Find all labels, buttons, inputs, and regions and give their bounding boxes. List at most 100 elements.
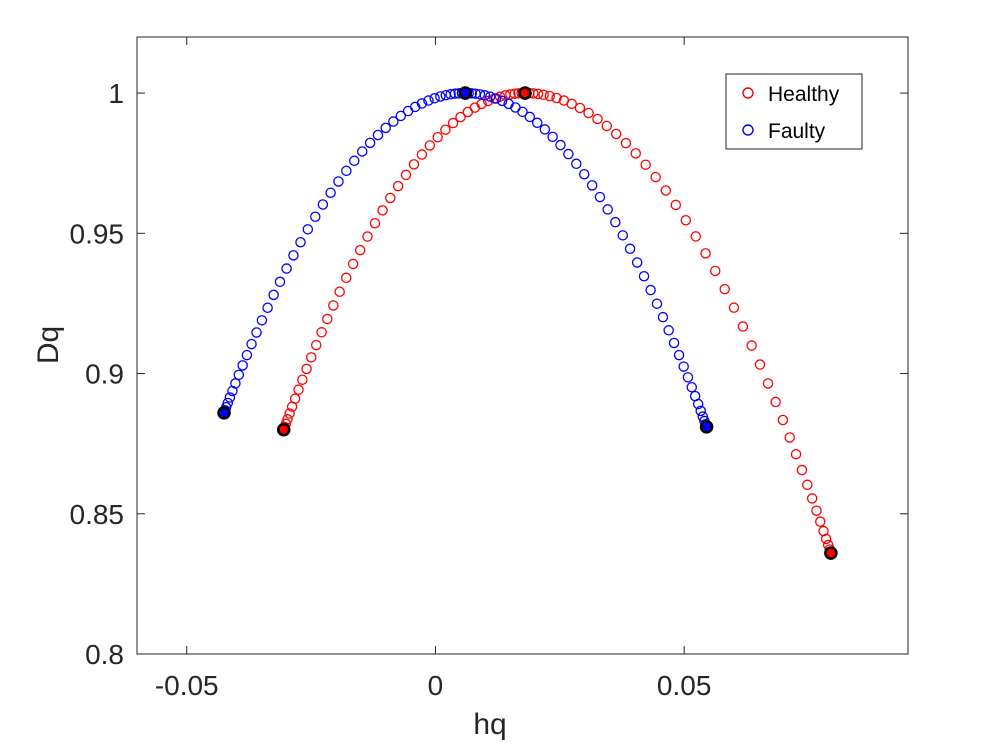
x-axis-label: hq <box>473 708 506 741</box>
legend-label-healthy: Healthy <box>768 83 840 106</box>
data-point <box>293 384 304 395</box>
data-point <box>380 122 391 134</box>
tick-labels: -0.05 0 0.05 0.8 0.85 0.9 0.95 1 <box>70 78 712 701</box>
data-point <box>356 146 368 157</box>
data-point <box>544 90 556 102</box>
data-point <box>754 359 766 370</box>
data-point <box>555 139 566 151</box>
data-point <box>388 116 399 127</box>
data-point <box>416 98 428 109</box>
data-point <box>423 95 434 106</box>
data-point <box>341 272 352 284</box>
data-point <box>594 191 606 203</box>
data-point <box>579 168 590 180</box>
data-point <box>678 361 689 372</box>
data-point <box>377 205 388 216</box>
highlight-healthy <box>276 86 838 560</box>
data-point <box>429 93 440 104</box>
highlighted-point <box>824 546 838 560</box>
data-point <box>538 89 549 101</box>
data-point <box>770 396 781 408</box>
data-point <box>566 98 577 110</box>
data-point <box>762 378 774 389</box>
data-point <box>316 327 327 338</box>
highlighted-point <box>699 420 714 434</box>
data-point <box>347 258 359 270</box>
plot-frame <box>136 36 909 655</box>
data-point <box>301 363 312 375</box>
data-point <box>302 224 314 235</box>
data-point <box>602 204 613 215</box>
data-point <box>295 237 306 248</box>
data-point <box>282 414 293 425</box>
x-tick-label: -0.05 <box>155 670 219 701</box>
data-point <box>802 479 813 491</box>
legend-marker-faulty <box>742 124 754 136</box>
y-tick-label: 1 <box>108 78 124 109</box>
data-point <box>811 505 822 516</box>
data-point <box>392 180 404 192</box>
data-point <box>631 257 643 268</box>
data-point <box>551 92 562 104</box>
data-point <box>668 337 680 349</box>
data-point <box>445 89 456 100</box>
data-point <box>284 408 295 419</box>
data-point <box>617 230 629 241</box>
data-point <box>586 180 598 191</box>
data-point <box>274 276 286 288</box>
data-point <box>670 199 682 211</box>
data-point <box>424 140 436 151</box>
data-point <box>496 95 508 107</box>
data-point <box>224 392 236 403</box>
data-point <box>289 393 301 404</box>
data-point <box>322 313 333 325</box>
data-point <box>692 398 704 410</box>
data-point <box>288 250 299 261</box>
data-point <box>524 111 536 123</box>
x-tick-label: 0.05 <box>657 670 712 701</box>
data-point <box>408 159 420 170</box>
data-point <box>310 211 321 222</box>
data-point <box>571 158 582 170</box>
data-point <box>630 148 641 159</box>
highlighted-point <box>217 406 231 420</box>
y-tick-label: 0.9 <box>85 359 124 390</box>
data-point <box>737 321 749 332</box>
data-point <box>447 117 459 129</box>
data-point <box>820 533 832 545</box>
data-point <box>490 93 502 104</box>
data-point <box>695 405 706 417</box>
data-point <box>574 102 586 114</box>
data-point <box>651 298 663 309</box>
data-point <box>251 327 262 338</box>
data-point <box>517 106 528 118</box>
data-point <box>409 101 421 113</box>
data-point <box>592 113 603 125</box>
data-point <box>620 137 632 149</box>
x-tick-label: 0 <box>428 670 444 701</box>
data-point <box>532 88 544 100</box>
series-layer <box>217 86 838 560</box>
data-point <box>416 149 428 160</box>
data-point <box>479 90 491 101</box>
data-point <box>334 286 345 297</box>
data-point <box>728 302 740 313</box>
data-point <box>638 271 650 282</box>
data-point <box>563 148 574 160</box>
data-point <box>297 374 308 385</box>
data-point <box>815 516 826 527</box>
data-point <box>432 131 443 143</box>
data-point <box>400 169 412 181</box>
data-point <box>700 248 711 259</box>
data-point <box>385 192 396 204</box>
data-point <box>539 124 551 135</box>
data-point <box>657 311 669 323</box>
data-point <box>310 339 322 351</box>
data-point <box>790 448 802 460</box>
data-point <box>364 137 376 149</box>
data-point <box>369 217 381 229</box>
data-point <box>601 120 613 132</box>
data-point <box>709 265 721 277</box>
data-point <box>455 111 466 123</box>
data-point <box>650 171 661 183</box>
